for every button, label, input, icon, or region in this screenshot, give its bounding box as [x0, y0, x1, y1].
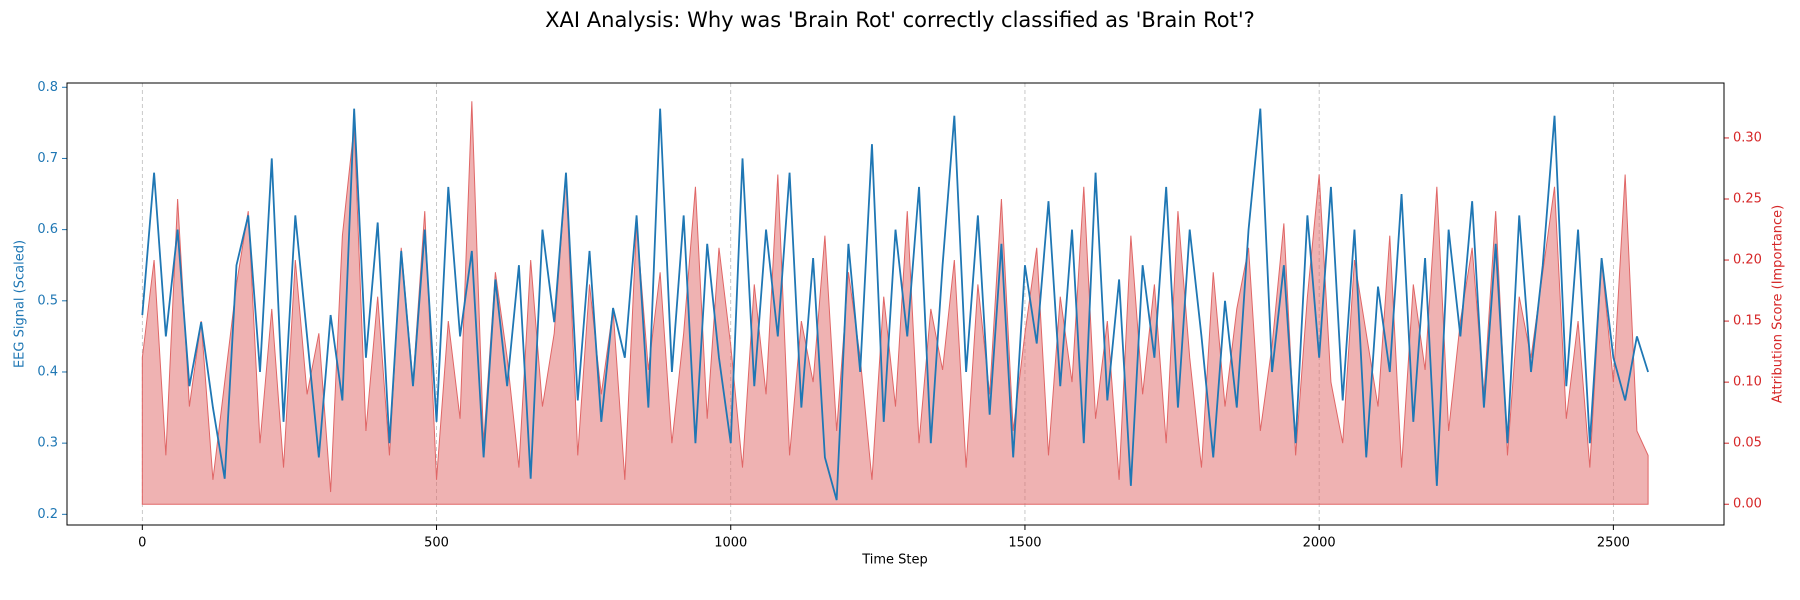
y2-axis-label: Attribution Score (Importance)	[1771, 205, 1786, 404]
x-tick-label: 0	[138, 536, 146, 551]
y-tick-label: 0.6	[37, 222, 58, 237]
y2-tick-label: 0.10	[1733, 375, 1762, 390]
y-tick-label: 0.2	[37, 507, 58, 522]
y2-tick-label: 0.15	[1733, 314, 1762, 329]
eeg-line	[141, 108, 1649, 501]
y-axis-label: EEG Signal (Scaled)	[13, 240, 28, 368]
y2-tick-label: 0.25	[1733, 191, 1762, 206]
y-tick-label: 0.3	[37, 436, 58, 451]
x-tick-label: 1500	[1008, 536, 1041, 551]
plot-frame	[66, 82, 1725, 526]
chart-title: XAI Analysis: Why was 'Brain Rot' correc…	[545, 8, 1255, 32]
y-tick-label: 0.4	[37, 364, 58, 379]
x-tick-label: 2500	[1597, 536, 1630, 551]
x-tick-label: 1000	[714, 536, 747, 551]
x-tick-label: 500	[424, 536, 449, 551]
y2-tick-label: 0.00	[1733, 497, 1762, 512]
y2-tick-label: 0.05	[1733, 436, 1762, 451]
x-tick-label: 2000	[1303, 536, 1336, 551]
x-axis-label: Time Step	[861, 553, 928, 568]
y2-tick-label: 0.30	[1733, 130, 1762, 145]
y-tick-label: 0.8	[37, 80, 58, 95]
y-tick-label: 0.7	[37, 151, 58, 166]
y2-tick-label: 0.20	[1733, 253, 1762, 268]
attribution-area	[141, 101, 1649, 505]
y-tick-label: 0.5	[37, 293, 58, 308]
